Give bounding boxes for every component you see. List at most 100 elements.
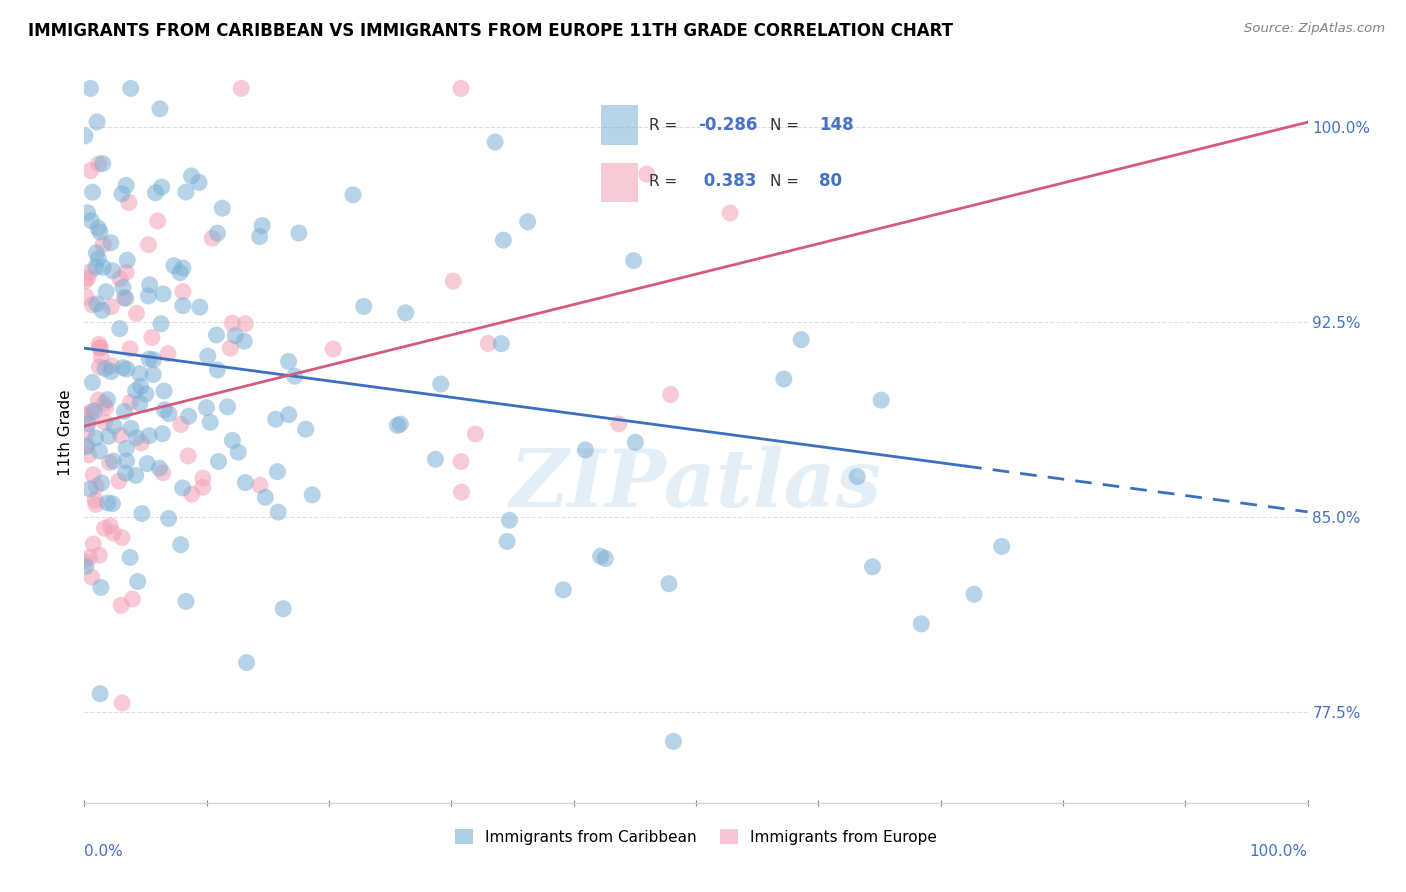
Point [174, 594, 197, 608]
Point [180, 169, 202, 183]
Point [91, 303, 114, 318]
Point [86, 115, 108, 129]
Point [128, 396, 150, 410]
Point [89, 687, 111, 701]
Point [100, 235, 122, 250]
Point [322, 342, 344, 356]
Point [94, 361, 117, 376]
Point [94, 401, 117, 415]
Point [191, 471, 214, 485]
Point [89, 444, 111, 458]
Point [180, 487, 202, 501]
Point [87, 252, 110, 266]
Point [118, 550, 141, 565]
Point [87, 337, 110, 351]
Point [73, 554, 96, 568]
Point [82, 537, 104, 551]
Point [82, 185, 104, 199]
Point [135, 387, 157, 401]
Point [277, 408, 299, 422]
Point [387, 418, 409, 433]
Point [271, 601, 294, 615]
Point [115, 362, 138, 376]
Point [101, 264, 124, 278]
Point [73, 128, 96, 143]
Point [188, 176, 211, 190]
Point [150, 180, 173, 194]
Point [84, 493, 107, 508]
Point [129, 379, 152, 393]
Point [91, 156, 114, 170]
Point [111, 186, 134, 201]
Point [207, 363, 229, 377]
Point [659, 387, 682, 401]
Point [94, 415, 117, 429]
Point [156, 346, 179, 360]
Point [82, 376, 104, 390]
Point [491, 336, 513, 351]
Point [93, 521, 115, 535]
Point [450, 81, 472, 95]
Point [624, 435, 647, 450]
Point [201, 231, 224, 245]
Text: 0.0%: 0.0% [84, 844, 124, 858]
Point [75, 290, 97, 304]
Point [125, 306, 148, 320]
Point [224, 328, 246, 343]
Point [124, 384, 146, 398]
Point [80, 213, 103, 227]
Point [86, 245, 108, 260]
Point [114, 291, 136, 305]
Point [254, 491, 277, 505]
Point [91, 237, 114, 252]
Point [172, 299, 194, 313]
Point [87, 392, 110, 407]
Point [450, 455, 472, 469]
Point [127, 574, 149, 589]
Point [138, 352, 160, 367]
Point [148, 461, 170, 475]
Point [79, 265, 101, 279]
Point [138, 428, 160, 442]
Point [790, 333, 813, 347]
Point [103, 418, 125, 433]
Point [153, 384, 176, 398]
Text: Source: ZipAtlas.com: Source: ZipAtlas.com [1244, 22, 1385, 36]
Point [84, 479, 107, 493]
Point [100, 300, 122, 314]
Point [267, 505, 290, 519]
Point [75, 559, 97, 574]
Point [77, 448, 100, 462]
Point [174, 185, 197, 199]
Point [142, 352, 165, 367]
Point [342, 187, 364, 202]
Point [75, 274, 97, 288]
Point [90, 351, 112, 365]
Point [129, 435, 152, 450]
Legend: Immigrants from Caribbean, Immigrants from Europe: Immigrants from Caribbean, Immigrants fr… [449, 822, 943, 851]
Point [221, 434, 243, 448]
Point [636, 167, 658, 181]
Point [441, 274, 464, 288]
Point [136, 457, 159, 471]
Point [128, 367, 150, 381]
Point [496, 534, 519, 549]
Point [589, 549, 612, 564]
Point [195, 401, 218, 415]
Point [121, 592, 143, 607]
Point [249, 229, 271, 244]
Point [115, 178, 138, 193]
Point [97, 429, 120, 443]
Point [120, 81, 142, 95]
Point [492, 233, 515, 247]
Point [94, 285, 117, 299]
Point [138, 237, 160, 252]
Point [89, 359, 111, 374]
Point [177, 409, 200, 424]
Point [235, 656, 257, 670]
Point [89, 548, 111, 562]
Point [862, 559, 884, 574]
Point [125, 431, 148, 445]
Point [84, 260, 107, 275]
Point [149, 317, 172, 331]
